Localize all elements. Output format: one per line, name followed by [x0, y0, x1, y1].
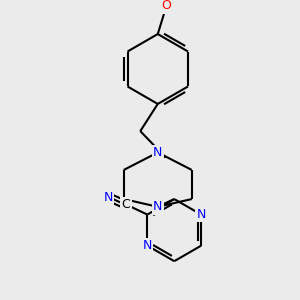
Text: N: N [196, 208, 206, 221]
Text: N: N [153, 146, 163, 159]
Text: N: N [104, 190, 113, 204]
Text: N: N [153, 200, 163, 213]
Text: C: C [122, 198, 130, 212]
Text: O: O [162, 0, 171, 12]
Text: N: N [143, 239, 152, 252]
